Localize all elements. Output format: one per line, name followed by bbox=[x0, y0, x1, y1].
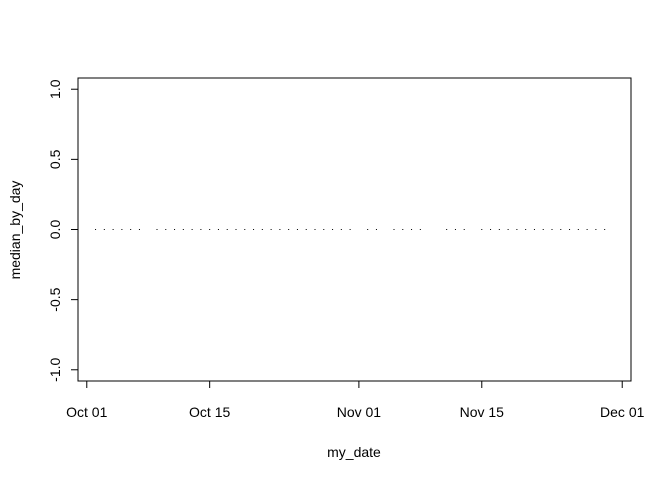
x-tick-label: Oct 01 bbox=[66, 404, 107, 420]
x-tick-label: Nov 15 bbox=[460, 404, 505, 420]
data-point bbox=[253, 229, 255, 230]
data-point bbox=[516, 229, 518, 230]
data-point bbox=[156, 229, 158, 230]
data-point bbox=[103, 229, 105, 230]
data-point bbox=[121, 229, 123, 230]
y-tick-label: -1.0 bbox=[47, 358, 63, 382]
data-point bbox=[533, 229, 535, 230]
data-point bbox=[595, 229, 597, 230]
data-point bbox=[525, 229, 527, 230]
data-point bbox=[463, 229, 465, 230]
data-point bbox=[604, 229, 606, 230]
data-point bbox=[375, 229, 377, 230]
data-point bbox=[279, 229, 281, 230]
data-point bbox=[323, 229, 325, 230]
y-tick-label: 0.0 bbox=[47, 220, 63, 240]
data-point bbox=[542, 229, 544, 230]
data-point bbox=[402, 229, 404, 230]
data-point bbox=[446, 229, 448, 230]
data-point bbox=[507, 229, 509, 230]
data-point bbox=[182, 229, 184, 230]
data-point bbox=[498, 229, 500, 230]
x-axis: Oct 01 Oct 15 Nov 01 Nov 15 Dec 01 bbox=[66, 380, 645, 420]
data-point bbox=[481, 229, 483, 230]
data-point bbox=[569, 229, 571, 230]
data-point bbox=[490, 229, 492, 230]
data-point bbox=[393, 229, 395, 230]
data-point bbox=[305, 229, 307, 230]
x-tick-label: Nov 01 bbox=[337, 404, 382, 420]
y-axis-title: median_by_day bbox=[7, 181, 23, 280]
data-point bbox=[419, 229, 421, 230]
data-point bbox=[586, 229, 588, 230]
x-axis-title: my_date bbox=[327, 444, 381, 460]
data-point bbox=[367, 229, 369, 230]
data-point bbox=[454, 229, 456, 230]
y-tick-label: 1.0 bbox=[47, 79, 63, 99]
plot-frame bbox=[77, 77, 632, 382]
data-points bbox=[95, 229, 606, 230]
data-point bbox=[174, 229, 176, 230]
data-point bbox=[244, 229, 246, 230]
data-point bbox=[130, 229, 132, 230]
data-point bbox=[332, 229, 334, 230]
y-axis: -1.0 -0.5 0.0 0.5 1.0 bbox=[47, 79, 79, 382]
data-point bbox=[577, 229, 579, 230]
data-point bbox=[340, 229, 342, 230]
data-point bbox=[411, 229, 413, 230]
y-tick-label: -0.5 bbox=[47, 287, 63, 311]
data-point bbox=[349, 229, 351, 230]
data-point bbox=[191, 229, 193, 230]
data-point bbox=[560, 229, 562, 230]
data-point bbox=[314, 229, 316, 230]
data-point bbox=[226, 229, 228, 230]
data-point bbox=[288, 229, 290, 230]
data-point bbox=[209, 229, 211, 230]
data-point bbox=[551, 229, 553, 230]
data-point bbox=[296, 229, 298, 230]
y-tick-label: 0.5 bbox=[47, 149, 63, 169]
x-tick-label: Oct 15 bbox=[189, 404, 230, 420]
data-point bbox=[165, 229, 167, 230]
data-point bbox=[261, 229, 263, 230]
data-point bbox=[200, 229, 202, 230]
data-point bbox=[95, 229, 97, 230]
data-point bbox=[270, 229, 272, 230]
x-tick-label: Dec 01 bbox=[600, 404, 645, 420]
data-point bbox=[112, 229, 114, 230]
data-point bbox=[217, 229, 219, 230]
data-point bbox=[138, 229, 140, 230]
data-point bbox=[235, 229, 237, 230]
